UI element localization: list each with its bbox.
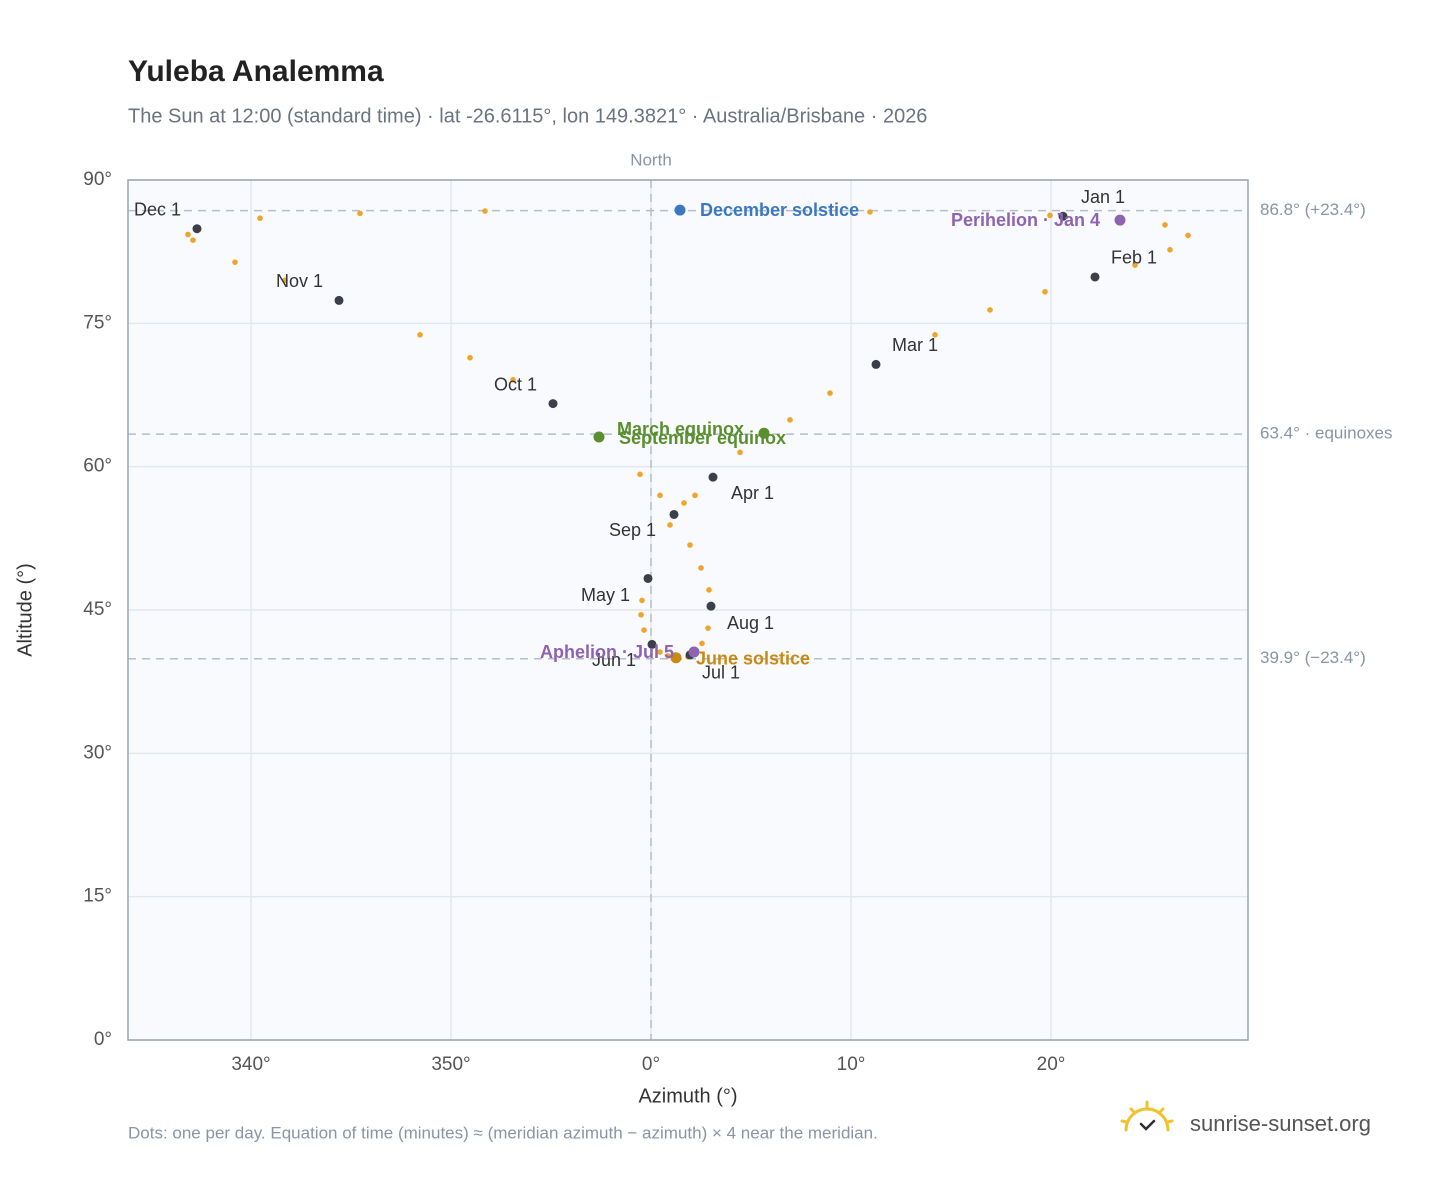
daily-dot bbox=[467, 354, 473, 361]
daily-dot bbox=[706, 587, 712, 593]
x-tick-label: 0° bbox=[642, 1054, 660, 1075]
month-marker bbox=[192, 224, 202, 234]
daily-dot bbox=[657, 649, 663, 655]
month-marker bbox=[708, 472, 718, 482]
month-label: Dec 1 bbox=[134, 199, 181, 219]
daily-dot bbox=[1132, 262, 1138, 268]
y-tick-label: 0° bbox=[94, 1029, 112, 1050]
plot-frame bbox=[127, 179, 1249, 1041]
source-label: sunrise-sunset.org bbox=[1190, 1111, 1371, 1136]
reference-label: 63.4° · equinoxes bbox=[1260, 424, 1393, 443]
event-marker bbox=[674, 204, 686, 216]
event-label: June solstice bbox=[696, 649, 810, 669]
daily-dot bbox=[737, 449, 743, 456]
reference-label: 86.8° (+23.4°) bbox=[1260, 200, 1366, 219]
month-label: Apr 1 bbox=[731, 483, 774, 503]
chart-title: Yuleba Analemma bbox=[128, 55, 384, 88]
x-tick-label: 340° bbox=[231, 1054, 270, 1075]
daily-dot bbox=[1042, 289, 1048, 295]
daily-dot bbox=[827, 390, 833, 396]
month-label: Mar 1 bbox=[892, 335, 938, 355]
event-marker bbox=[670, 652, 682, 664]
event-label: Aphelion · Jul 5 bbox=[540, 642, 674, 662]
daily-dot bbox=[787, 417, 793, 423]
daily-dot bbox=[987, 307, 993, 313]
y-tick-label: 45° bbox=[83, 599, 112, 620]
daily-dot bbox=[257, 215, 263, 222]
daily-dot bbox=[705, 625, 711, 631]
month-label: Sep 1 bbox=[609, 520, 656, 540]
y-tick-label: 60° bbox=[83, 456, 112, 477]
month-label: Feb 1 bbox=[1111, 248, 1157, 268]
daily-dot bbox=[510, 376, 516, 383]
y-axis-title: Altitude (°) bbox=[14, 563, 36, 657]
event-marker bbox=[758, 427, 770, 439]
month-label: Jan 1 bbox=[1081, 187, 1125, 207]
chart-subtitle: The Sun at 12:00 (standard time) · lat -… bbox=[128, 105, 927, 127]
daily-dot bbox=[641, 627, 647, 633]
daily-dot bbox=[667, 522, 673, 528]
event-label: December solstice bbox=[700, 200, 859, 220]
month-marker bbox=[1090, 272, 1100, 282]
daily-dot bbox=[639, 597, 645, 604]
daily-dot bbox=[638, 611, 644, 618]
month-label: Aug 1 bbox=[727, 613, 774, 633]
x-tick-label: 20° bbox=[1037, 1054, 1066, 1075]
event-label: September equinox bbox=[619, 428, 786, 448]
daily-dot bbox=[665, 653, 671, 659]
daily-dot bbox=[867, 209, 873, 215]
month-marker bbox=[706, 601, 716, 611]
event-label: Perihelion · Jan 4 bbox=[951, 210, 1100, 230]
north-label: North bbox=[630, 150, 672, 169]
daily-dot bbox=[657, 492, 663, 499]
month-label: Jul 1 bbox=[702, 663, 740, 683]
reference-label: 39.9° (−23.4°) bbox=[1260, 648, 1366, 667]
daily-dot bbox=[232, 259, 238, 265]
event-label: March equinox bbox=[617, 419, 744, 439]
daily-dot bbox=[357, 210, 363, 217]
daily-dot bbox=[1185, 232, 1191, 239]
daily-dot bbox=[282, 277, 288, 284]
y-tick-label: 30° bbox=[83, 742, 112, 763]
month-marker bbox=[334, 295, 344, 305]
month-marker bbox=[1058, 211, 1068, 221]
daily-dot bbox=[185, 231, 191, 238]
month-marker bbox=[669, 509, 679, 519]
daily-dot bbox=[932, 332, 938, 338]
y-tick-label: 75° bbox=[83, 312, 112, 333]
daily-dot bbox=[687, 542, 693, 548]
x-tick-label: 350° bbox=[431, 1054, 470, 1075]
y-tick-label: 90° bbox=[83, 169, 112, 190]
month-label: Nov 1 bbox=[276, 271, 323, 291]
event-marker bbox=[593, 431, 605, 443]
daily-dot bbox=[1167, 246, 1173, 253]
daily-dot bbox=[190, 237, 196, 243]
daily-dot bbox=[1047, 212, 1053, 219]
x-tick-label: 10° bbox=[837, 1054, 866, 1075]
event-marker bbox=[688, 646, 700, 658]
event-marker bbox=[1114, 214, 1126, 226]
daily-dot bbox=[681, 500, 687, 506]
month-label: May 1 bbox=[581, 585, 630, 605]
month-marker bbox=[871, 359, 881, 369]
daily-dot bbox=[637, 471, 643, 478]
footnote: Dots: one per day. Equation of time (min… bbox=[128, 1123, 878, 1142]
brand-logo bbox=[1120, 1100, 1174, 1132]
month-marker bbox=[548, 399, 558, 409]
daily-dot bbox=[698, 565, 704, 571]
daily-dot bbox=[692, 492, 698, 499]
y-tick-label: 15° bbox=[83, 886, 112, 907]
daily-dot bbox=[417, 332, 423, 338]
month-marker bbox=[647, 639, 657, 649]
daily-dot bbox=[482, 208, 488, 214]
daily-dot bbox=[1162, 222, 1168, 228]
x-axis-title: Azimuth (°) bbox=[638, 1085, 737, 1107]
month-label: Jun 1 bbox=[592, 650, 636, 670]
month-marker bbox=[643, 573, 653, 583]
month-label: Oct 1 bbox=[494, 374, 537, 394]
daily-dot bbox=[699, 640, 705, 647]
plot-layer: Jan 1 Feb 1 Mar 1 Apr 1 May 1 Jun 1 Jul 1 Aug 1… bbox=[128, 179, 1248, 1041]
